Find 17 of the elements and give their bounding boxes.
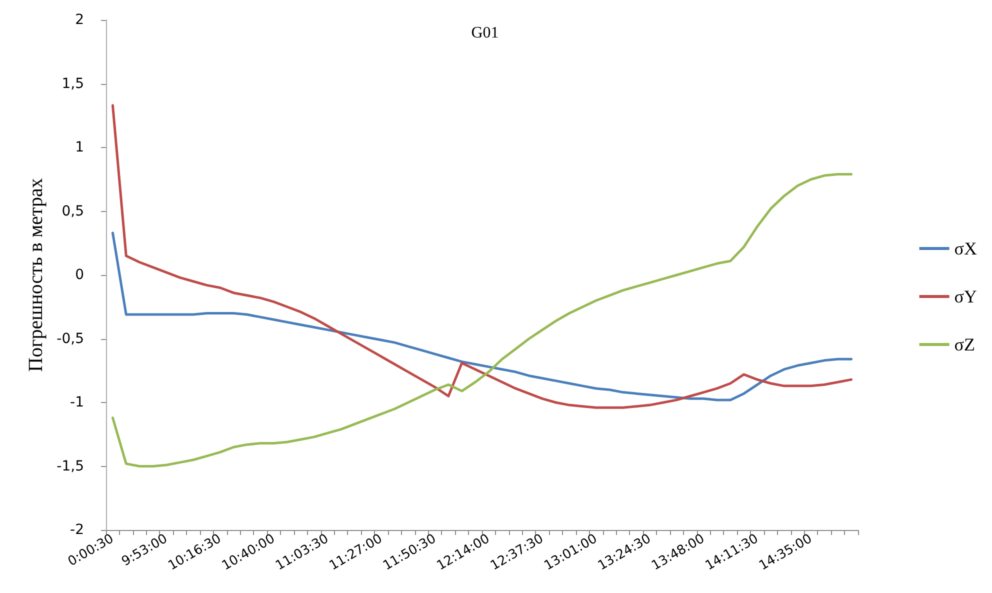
chart-title: G01	[471, 24, 499, 42]
y-tick-label: 1,5	[62, 76, 84, 92]
y-tick-label: 1	[75, 140, 84, 156]
legend-label: σY	[954, 286, 977, 306]
y-tick-label: -2	[70, 522, 84, 538]
y-tick-label: -1	[70, 394, 84, 410]
y-tick-label: 2	[75, 12, 84, 28]
line-series	[111, 173, 853, 468]
y-tick-label: -1,5	[56, 458, 84, 474]
y-tick-label: -0,5	[56, 330, 84, 347]
y-tick-label: 0	[75, 267, 84, 283]
line-series	[111, 104, 853, 409]
y-axis-title: Погрешность в метрах	[24, 178, 47, 372]
y-tick-label: 0,5	[62, 203, 84, 220]
line-series	[111, 232, 853, 402]
legend-label: σX	[954, 238, 977, 258]
legend-label: σZ	[954, 334, 975, 354]
